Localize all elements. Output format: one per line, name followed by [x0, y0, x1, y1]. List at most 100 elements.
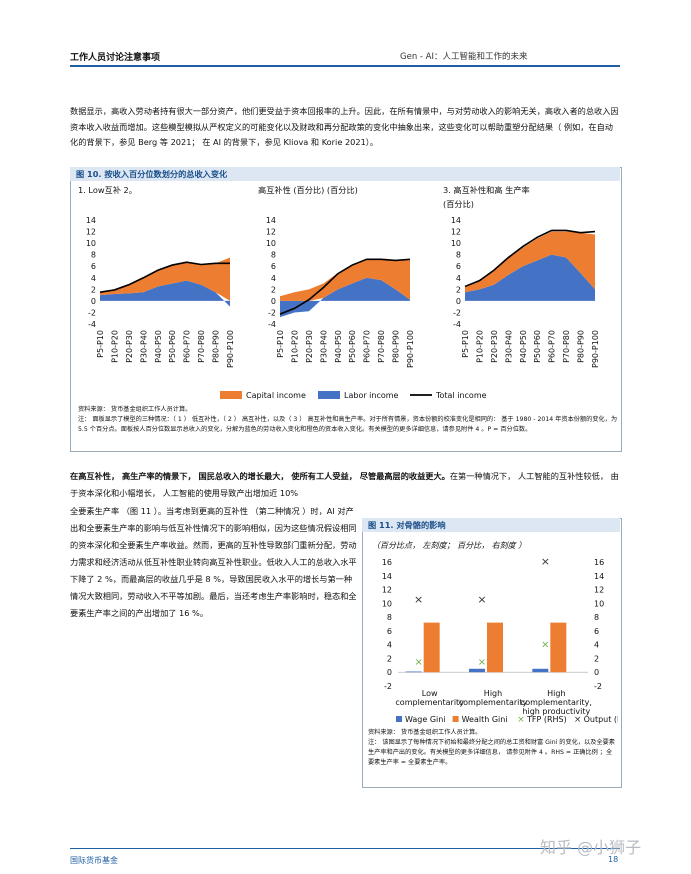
x-tick-label: P30-P40 [504, 330, 513, 363]
x-category-label: High [547, 689, 565, 698]
x-tick-label: P40-P50 [154, 330, 163, 363]
x-category-label: Low [422, 689, 438, 698]
total-income-line [279, 258, 411, 315]
y-tick-label-left: 10 [382, 599, 392, 608]
y-tick-label-right: 14 [594, 572, 604, 581]
x-category-label: high productivity [522, 707, 590, 716]
y-tick-label: 4 [271, 274, 276, 283]
panel-1-chart: -4 -2 0 2 4 6 8 10 12 14 P5-P10 P10-P20 P20-P30 P30-P… [86, 216, 235, 368]
x-tick-label: P50-P60 [348, 330, 357, 363]
legend-label: Wage Gini [405, 715, 446, 724]
capital-income-area [465, 231, 595, 293]
y-tick-label: 6 [456, 262, 461, 271]
y-tick-label-right: -2 [594, 682, 602, 691]
legend-labor-income: Labor income [344, 391, 399, 400]
output-marker: × [477, 593, 486, 606]
y-tick-label: 10 [266, 239, 276, 248]
total-income-line [464, 229, 596, 288]
x-tick-label: P90-P100 [226, 330, 235, 368]
legend-swatch [396, 716, 402, 722]
panel-2-title: 高互补性 (百分比) (百分比) [258, 185, 358, 195]
y-tick-label: 8 [91, 251, 96, 260]
panel-1-title: 1. Low互补 2。 [78, 185, 137, 195]
x-tick-label: P80-P90 [212, 330, 221, 363]
figure-11-subtitle: （百分比点， 左刻度； 百分比， 右刻度 ） [372, 541, 527, 550]
x-tick-label: P80-P90 [577, 330, 586, 363]
y-tick-label-left: 14 [382, 572, 392, 581]
tfp-marker: × [478, 657, 486, 668]
figure-11-source-line: 资料来源： 货币基金组织工作人员计算。 [368, 729, 482, 736]
x-tick-label: P10-P20 [475, 330, 484, 363]
x-tick-label: P50-P60 [168, 330, 177, 363]
paragraph-2-rest: 在第一种情况下， 人工智能的互补性较低， 由于资本深化和小幅增长， 人工智能的使… [70, 471, 619, 498]
wealth-gini-bar [550, 622, 567, 673]
x-tick-label: P70-P80 [562, 330, 571, 363]
y-tick-label: 2 [456, 285, 461, 294]
x-category-label: complementarity [459, 698, 528, 707]
panel-3-title: 3. 高互补性和高 生产率 (百分比) [443, 185, 530, 209]
y-tick-label: 10 [451, 239, 461, 248]
x-tick-label: P80-P90 [392, 330, 401, 363]
capital-income-area [100, 257, 230, 301]
legend-capital-income: Capital income [246, 391, 306, 400]
footer-publisher: 国际货币基金 [70, 856, 118, 865]
panel-3-chart: -4 -2 0 2 4 6 8 10 12 14 P5-P10 P10-P20 P20-P30 P30-P… [451, 216, 600, 368]
x-tick-label: P60-P70 [363, 330, 372, 363]
y-tick-label: 12 [86, 228, 96, 237]
y-tick-label-right: 8 [594, 613, 599, 622]
wage-gini-bar [405, 671, 422, 673]
y-tick-label-right: 2 [594, 654, 599, 663]
x-tick-label: P60-P70 [548, 330, 557, 363]
y-tick-label-right: 0 [594, 668, 599, 677]
y-tick-label: -2 [88, 308, 96, 317]
legend-label: Output (RHS) [584, 715, 618, 724]
wage-gini-bar [469, 668, 485, 673]
paragraph-2: 在高互补性， 高生产率的情景下， 国民总收入的增长最大， 使所有工人受益， 尽管… [70, 468, 620, 502]
x-tick-label: P5-P10 [96, 330, 105, 358]
figure-10-legend: Capital income Labor income Total income [220, 391, 487, 400]
y-tick-label: -4 [268, 320, 276, 329]
watermark: 知乎 @小狮子 [540, 838, 642, 857]
y-tick-label: 14 [266, 216, 276, 225]
legend-label: TFP (RHS) [526, 715, 567, 724]
y-tick-label-left: 2 [387, 654, 392, 663]
legend-swatch [452, 716, 459, 722]
legend-marker: × [517, 715, 525, 725]
header-divider [70, 65, 620, 67]
x-tick-label: P90-P100 [591, 330, 600, 368]
x-tick-label: P40-P50 [519, 330, 528, 363]
x-tick-label: P5-P10 [461, 330, 470, 358]
y-tick-label-left: -2 [384, 682, 392, 691]
tfp-marker: × [541, 640, 549, 651]
x-tick-label: P30-P40 [139, 330, 148, 363]
y-tick-label: 14 [451, 216, 461, 225]
header-right-title: Gen - AI：人工智能和工作的未来 [400, 52, 528, 62]
y-tick-label: 0 [271, 297, 276, 306]
figure-10-source: 资料来源： 货币基金组织工作人员计算。 注： 面板显示了模型的三种情况：（ 1 … [78, 405, 618, 435]
capital-income-area [280, 258, 410, 301]
figure-10-frame [70, 167, 622, 452]
panel-2-chart: -4 -2 0 2 4 6 8 10 12 14 P5-P10 P10-P20 P20-P30 P30-P… [266, 216, 415, 368]
y-tick-label: 2 [271, 285, 276, 294]
y-tick-label: 4 [456, 274, 461, 283]
y-tick-label: 0 [456, 297, 461, 306]
x-category-label: complementarity [395, 698, 464, 707]
y-tick-label: 14 [86, 216, 96, 225]
paragraph-1: 数据显示，高收入劳动者持有很大一部分资产，他们更受益于资本回报率的上升。因此，在… [70, 106, 619, 147]
total-income-line [99, 261, 230, 294]
labor-income-area [280, 277, 410, 318]
y-tick-label: -2 [453, 308, 461, 317]
x-tick-label: P5-P10 [276, 330, 285, 358]
output-marker: × [541, 556, 550, 568]
figure-11-title: 图 11. 对骨骼的影响 [362, 518, 620, 532]
y-tick-label-right: 16 [594, 558, 604, 567]
y-tick-label: 6 [91, 262, 96, 271]
y-tick-label-right: 10 [594, 599, 604, 608]
tfp-marker: × [414, 657, 422, 668]
y-tick-label: 8 [456, 251, 461, 260]
y-tick-label-right: 6 [594, 627, 599, 636]
figure-10-title: 图 10. 按收入百分位数划分的总收入变化 [70, 167, 620, 181]
x-tick-label: P60-P70 [183, 330, 192, 363]
x-tick-label: P10-P20 [110, 330, 119, 363]
x-tick-label: P20-P30 [305, 330, 314, 363]
